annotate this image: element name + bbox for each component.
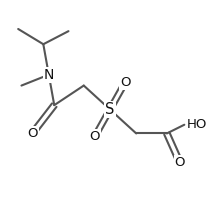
Text: O: O: [120, 76, 130, 89]
Text: O: O: [27, 127, 38, 140]
Text: HO: HO: [187, 118, 207, 131]
Text: N: N: [44, 68, 54, 82]
Text: O: O: [175, 156, 185, 169]
Text: O: O: [90, 130, 100, 143]
Text: S: S: [105, 102, 115, 117]
